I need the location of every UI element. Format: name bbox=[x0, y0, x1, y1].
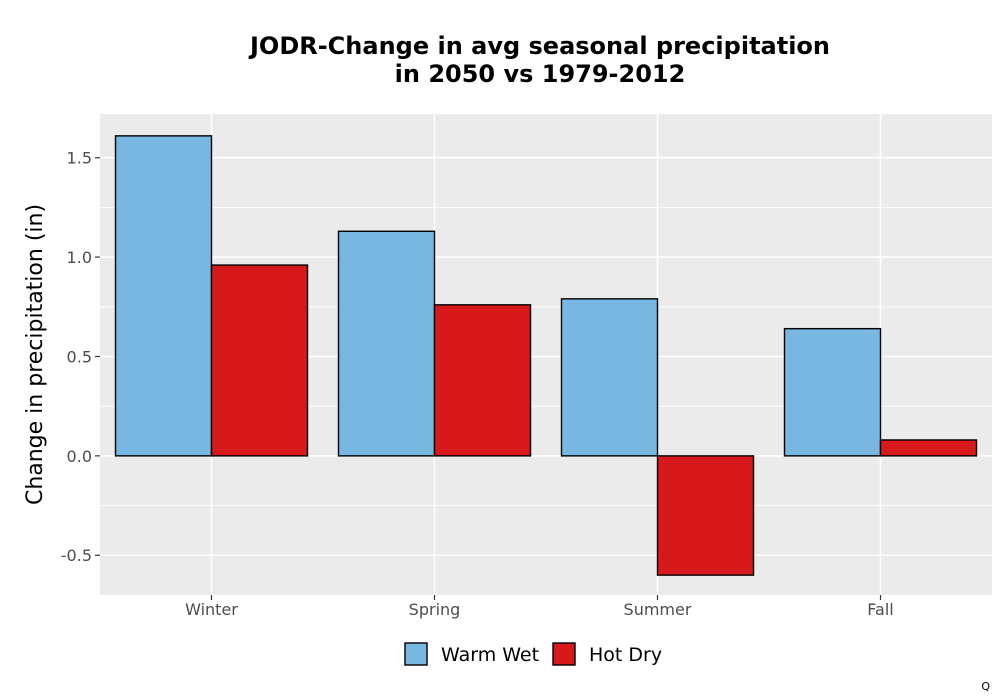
y-axis-ticks: -0.5 0.0 0.5 1.0 1.5 bbox=[61, 149, 100, 565]
bar-spring-hot-dry bbox=[433, 304, 532, 457]
bar-summer-hot-dry bbox=[656, 455, 755, 576]
y-tick-label: -0.5 bbox=[61, 546, 92, 565]
caption: Q bbox=[981, 680, 990, 693]
x-tick-label: Spring bbox=[409, 600, 461, 619]
y-tick-label: 1.0 bbox=[67, 248, 92, 267]
bar-summer-warm-wet bbox=[560, 298, 659, 457]
chart-title-line-1: JODR-Change in avg seasonal precipitatio… bbox=[249, 32, 831, 60]
x-tick-label: Summer bbox=[624, 600, 692, 619]
bar-winter-hot-dry bbox=[210, 264, 309, 457]
chart-title-line-2: in 2050 vs 1979-2012 bbox=[394, 60, 686, 88]
bar-fall-warm-wet bbox=[783, 327, 882, 457]
y-tick-label: 0.0 bbox=[67, 447, 92, 466]
y-tick-label: 1.5 bbox=[67, 149, 92, 168]
y-axis-title: Change in precipitation (in) bbox=[23, 204, 48, 505]
bar-winter-warm-wet bbox=[114, 135, 213, 457]
legend: Warm Wet Hot Dry bbox=[404, 642, 662, 666]
y-tick-label: 0.5 bbox=[67, 347, 92, 366]
x-tick-label: Fall bbox=[867, 600, 893, 619]
bar-spring-warm-wet bbox=[337, 230, 436, 457]
x-tick-label: Winter bbox=[185, 600, 238, 619]
chart-title: JODR-Change in avg seasonal precipitatio… bbox=[100, 32, 980, 88]
legend-label-hot-dry: Hot Dry bbox=[589, 644, 662, 666]
bar-fall-hot-dry bbox=[879, 439, 978, 457]
legend-key-hot-dry bbox=[552, 642, 576, 666]
legend-label-warm-wet: Warm Wet bbox=[441, 644, 539, 666]
bars bbox=[114, 135, 978, 576]
x-axis-ticks: Winter Spring Summer Fall bbox=[185, 595, 894, 619]
legend-key-warm-wet bbox=[404, 642, 428, 666]
